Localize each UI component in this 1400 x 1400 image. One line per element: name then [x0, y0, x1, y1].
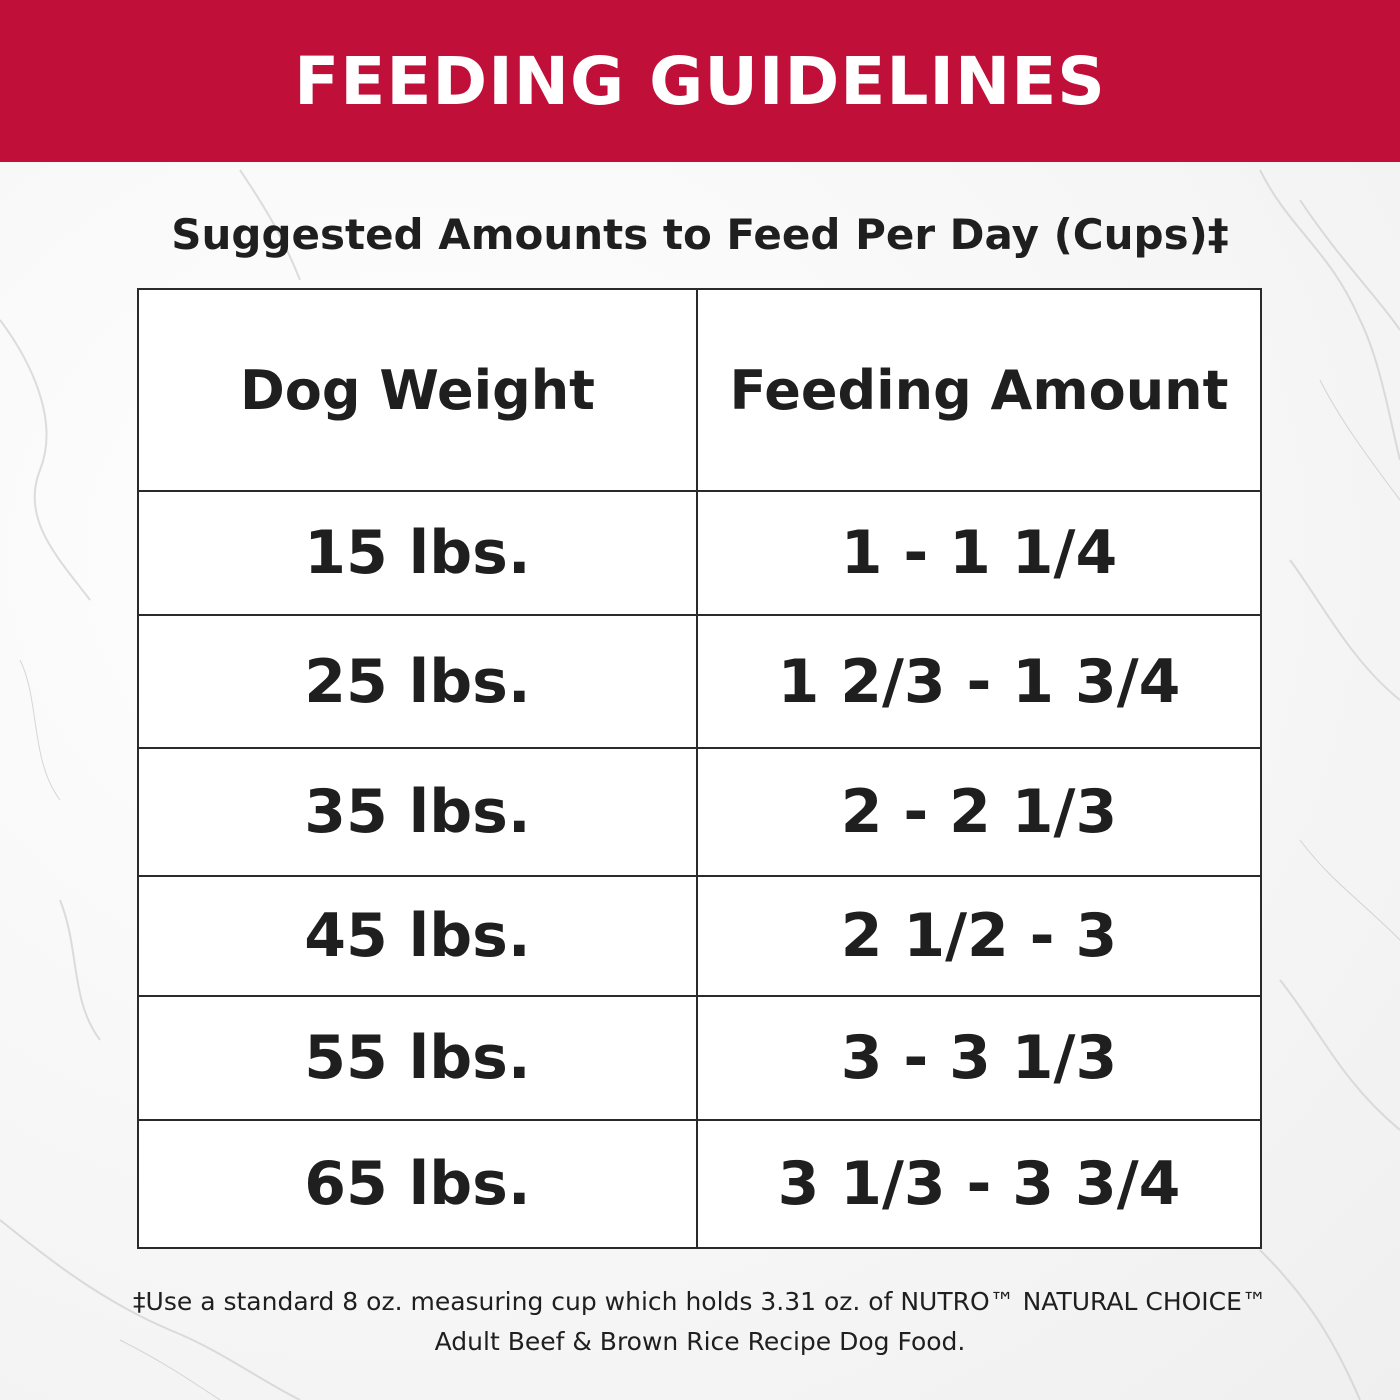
table-row: 55 lbs. 3 - 3 1/3 — [137, 995, 1263, 1121]
feeding-amount-cell: 2 - 2 1/3 — [695, 747, 1263, 877]
table-header-row: Dog Weight Feeding Amount — [137, 288, 1263, 492]
table-row: 35 lbs. 2 - 2 1/3 — [137, 747, 1263, 877]
footnote-line-2: Adult Beef & Brown Rice Recipe Dog Food. — [434, 1327, 966, 1356]
footnote: ‡Use a standard 8 oz. measuring cup whic… — [0, 1282, 1400, 1362]
dog-weight-cell: 15 lbs. — [137, 490, 698, 616]
page-title: FEEDING GUIDELINES — [294, 42, 1106, 120]
header-feeding-amount: Feeding Amount — [695, 288, 1263, 492]
feeding-amount-cell: 1 - 1 1/4 — [695, 490, 1263, 616]
feeding-amount-cell: 3 - 3 1/3 — [695, 995, 1263, 1121]
dog-weight-cell: 25 lbs. — [137, 614, 698, 749]
dog-weight-cell: 55 lbs. — [137, 995, 698, 1121]
feeding-amount-cell: 2 1/2 - 3 — [695, 875, 1263, 997]
table-row: 45 lbs. 2 1/2 - 3 — [137, 875, 1263, 997]
feeding-table: Dog Weight Feeding Amount 15 lbs. 1 - 1 … — [137, 288, 1263, 1249]
table-subtitle: Suggested Amounts to Feed Per Day (Cups)… — [171, 210, 1229, 259]
header-dog-weight: Dog Weight — [137, 288, 698, 492]
dog-weight-cell: 65 lbs. — [137, 1119, 698, 1249]
feeding-amount-cell: 3 1/3 - 3 3/4 — [695, 1119, 1263, 1249]
dog-weight-cell: 45 lbs. — [137, 875, 698, 997]
footnote-line-1: ‡Use a standard 8 oz. measuring cup whic… — [133, 1287, 1267, 1316]
title-banner: FEEDING GUIDELINES — [0, 0, 1400, 162]
dog-weight-cell: 35 lbs. — [137, 747, 698, 877]
table-row: 65 lbs. 3 1/3 - 3 3/4 — [137, 1119, 1263, 1249]
table-row: 15 lbs. 1 - 1 1/4 — [137, 490, 1263, 616]
table-row: 25 lbs. 1 2/3 - 1 3/4 — [137, 614, 1263, 749]
feeding-amount-cell: 1 2/3 - 1 3/4 — [695, 614, 1263, 749]
